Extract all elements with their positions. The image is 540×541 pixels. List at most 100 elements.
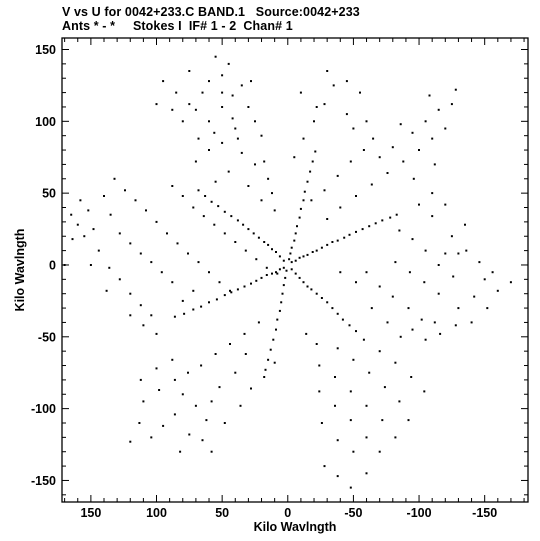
uv-point (201, 439, 204, 442)
uv-point (381, 219, 384, 222)
uv-point (205, 419, 208, 422)
uv-point (386, 172, 389, 174)
uv-point (197, 137, 200, 140)
uv-point (181, 393, 184, 396)
uv-point (158, 389, 161, 391)
uv-point (173, 315, 176, 318)
uv-point (204, 195, 207, 197)
uv-point (313, 120, 315, 123)
uv-point (230, 215, 233, 218)
uv-point (236, 137, 239, 140)
uv-point (418, 149, 420, 151)
uv-point (424, 120, 427, 123)
uv-point (284, 276, 287, 279)
uv-point (181, 120, 184, 123)
uv-point (293, 156, 296, 159)
uv-point (221, 74, 224, 77)
uv-point (247, 228, 250, 231)
uv-point (267, 177, 270, 180)
uv-point (486, 307, 489, 310)
uv-point (273, 209, 276, 212)
uv-point (320, 246, 323, 249)
uv-point (424, 338, 427, 341)
uv-point (437, 264, 440, 266)
uv-point (155, 220, 158, 223)
data-points (63, 55, 512, 489)
x-tick-label: -50 (344, 506, 362, 520)
uv-point (349, 160, 352, 163)
uv-point (290, 246, 293, 249)
uv-point (129, 440, 132, 443)
uv-point (331, 241, 334, 243)
uv-point (260, 199, 263, 202)
uv-point (288, 258, 291, 261)
uv-point (240, 84, 243, 87)
uv-point (265, 266, 268, 269)
uv-point (309, 170, 312, 173)
uv-point (243, 285, 246, 288)
tick-labels: 150 100 50 0 -50 -100 -150 150 100 50 0 -50 -100 -150 (31, 43, 497, 520)
uv-point (97, 249, 100, 252)
uv-point (431, 192, 434, 195)
uv-point (496, 289, 499, 292)
uv-point (444, 127, 447, 130)
uv-point (87, 209, 90, 212)
uv-point (192, 308, 195, 311)
uv-point (298, 216, 301, 219)
uv-point (239, 404, 242, 407)
uv-point (411, 328, 414, 331)
uv-point (223, 232, 226, 235)
uv-point (336, 174, 339, 177)
uv-point (208, 149, 210, 151)
uv-point (210, 400, 213, 403)
uv-point (213, 131, 216, 134)
uv-point (194, 160, 197, 163)
uv-point (310, 199, 313, 202)
uv-point (491, 271, 494, 274)
uv-point (89, 264, 92, 266)
uv-point (183, 312, 186, 315)
y-tick-label: -150 (31, 474, 56, 488)
uv-point (173, 378, 176, 381)
uv-point (345, 80, 348, 83)
uv-point (271, 248, 273, 251)
uv-point (118, 232, 121, 235)
uv-point (92, 228, 95, 231)
uv-point (250, 282, 252, 285)
y-tick-label: -100 (31, 402, 56, 416)
uv-point (452, 275, 455, 278)
uv-point (200, 364, 203, 367)
uv-point (473, 295, 476, 298)
uv-point (79, 199, 82, 202)
uv-point (236, 288, 239, 291)
uv-point (162, 424, 165, 427)
uv-point (311, 251, 314, 253)
uv-point (281, 292, 284, 295)
uv-point (457, 307, 460, 310)
uv-point (155, 367, 158, 370)
x-tick-label: 100 (146, 506, 167, 520)
uv-point (276, 272, 279, 275)
uv-point (208, 271, 210, 274)
uv-point (214, 353, 217, 355)
uv-point (83, 235, 86, 238)
x-axis-label: Kilo Wavlngth (254, 520, 337, 534)
uv-point (370, 307, 373, 310)
uv-point (285, 269, 288, 272)
uv-point (318, 364, 321, 367)
uv-point (398, 400, 401, 403)
uv-point (76, 223, 79, 226)
uv-point (374, 222, 377, 225)
uv-point (242, 223, 245, 226)
uv-point (276, 318, 279, 321)
uv-point (179, 450, 182, 453)
uv-point (282, 266, 285, 269)
uv-point (247, 185, 250, 187)
uv-point (150, 261, 153, 264)
uv-point (294, 272, 297, 275)
uv-point (229, 343, 231, 345)
uv-point (145, 209, 147, 212)
uv-point (402, 160, 405, 163)
uv-point (260, 276, 263, 279)
uv-point (343, 236, 346, 239)
